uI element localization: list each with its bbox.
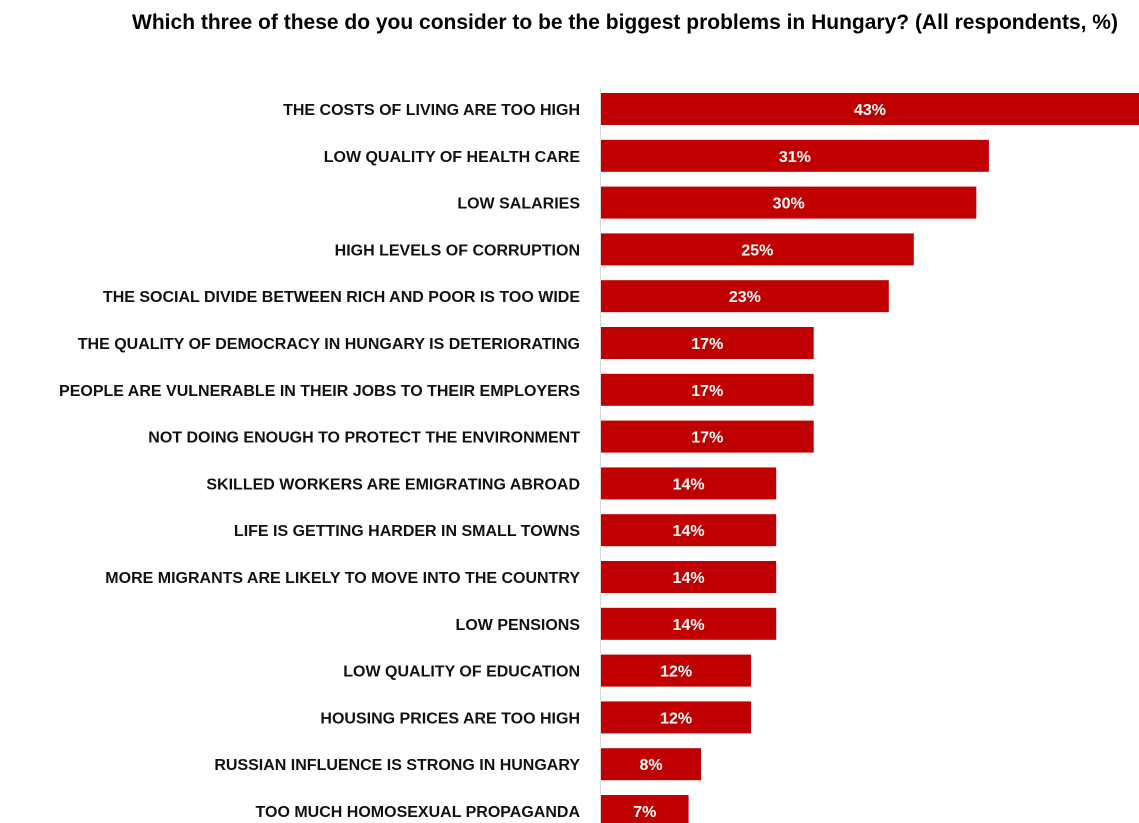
category-label: PEOPLE ARE VULNERABLE IN THEIR JOBS TO T… xyxy=(59,383,580,400)
value-label: 25% xyxy=(741,242,773,259)
category-label: MORE MIGRANTS ARE LIKELY TO MOVE INTO TH… xyxy=(105,570,580,587)
bar xyxy=(601,748,702,781)
value-label: 23% xyxy=(729,289,761,306)
value-label: 14% xyxy=(673,476,705,493)
bar-row: TOO MUCH HOMOSEXUAL PROPAGANDA 7% xyxy=(256,795,689,823)
category-label: LOW SALARIES xyxy=(457,196,580,213)
bar-row: HOUSING PRICES ARE TOO HIGH 12% xyxy=(320,701,752,734)
category-label: LOW PENSIONS xyxy=(456,617,581,634)
category-label: HIGH LEVELS OF CORRUPTION xyxy=(335,242,580,259)
value-label: 17% xyxy=(691,430,723,447)
bar xyxy=(601,561,777,593)
value-label: 12% xyxy=(660,710,692,727)
value-label: 17% xyxy=(691,383,723,400)
category-label: THE QUALITY OF DEMOCRACY IN HUNGARY IS D… xyxy=(78,336,580,353)
bar-row: NOT DOING ENOUGH TO PROTECT THE ENVIRONM… xyxy=(148,420,814,453)
value-label: 14% xyxy=(673,570,705,587)
bar-row: LIFE IS GETTING HARDER IN SMALL TOWNS 14% xyxy=(234,514,777,547)
category-label: RUSSIAN INFLUENCE IS STRONG IN HUNGARY xyxy=(214,757,580,774)
bar xyxy=(601,795,689,823)
bar xyxy=(601,607,777,640)
bar xyxy=(601,233,914,266)
bar-row: LOW QUALITY OF EDUCATION 12% xyxy=(343,654,752,687)
bar xyxy=(601,654,752,687)
value-label: 14% xyxy=(673,617,705,634)
bar-row: THE COSTS OF LIVING ARE TOO HIGH 43% xyxy=(283,93,1139,125)
bar xyxy=(601,373,814,406)
bar xyxy=(601,701,752,734)
chart-title: Which three of these do you consider to … xyxy=(132,11,1118,34)
bar-row: THE SOCIAL DIVIDE BETWEEN RICH AND POOR … xyxy=(103,280,889,313)
bar xyxy=(601,327,814,359)
bar xyxy=(601,467,777,500)
category-label: LIFE IS GETTING HARDER IN SMALL TOWNS xyxy=(234,523,580,540)
bar xyxy=(601,420,814,453)
bar-row: SKILLED WORKERS ARE EMIGRATING ABROAD 14% xyxy=(206,467,777,500)
bar-row: MORE MIGRANTS ARE LIKELY TO MOVE INTO TH… xyxy=(105,561,777,593)
value-label: 12% xyxy=(660,664,692,681)
value-label: 43% xyxy=(854,102,886,119)
category-label: SKILLED WORKERS ARE EMIGRATING ABROAD xyxy=(206,476,580,493)
category-label: THE SOCIAL DIVIDE BETWEEN RICH AND POOR … xyxy=(103,289,580,306)
bars-layer: THE COSTS OF LIVING ARE TOO HIGH 43% LOW Q… xyxy=(59,93,1139,823)
category-label: HOUSING PRICES ARE TOO HIGH xyxy=(320,710,580,727)
bar-row: PEOPLE ARE VULNERABLE IN THEIR JOBS TO T… xyxy=(59,373,814,406)
bar xyxy=(601,93,1139,125)
value-label: 14% xyxy=(673,523,705,540)
category-label: TOO MUCH HOMOSEXUAL PROPAGANDA xyxy=(256,804,581,821)
value-label: 30% xyxy=(773,196,805,213)
category-label: LOW QUALITY OF EDUCATION xyxy=(343,664,580,681)
bar-row: HIGH LEVELS OF CORRUPTION 25% xyxy=(335,233,914,266)
bar-row: LOW QUALITY OF HEALTH CARE 31% xyxy=(324,139,989,172)
bar-row: THE QUALITY OF DEMOCRACY IN HUNGARY IS D… xyxy=(78,327,814,359)
value-label: 31% xyxy=(779,149,811,166)
value-label: 7% xyxy=(633,804,656,821)
category-label: NOT DOING ENOUGH TO PROTECT THE ENVIRONM… xyxy=(148,430,580,447)
bar xyxy=(601,280,889,313)
category-label: THE COSTS OF LIVING ARE TOO HIGH xyxy=(283,102,580,119)
bar xyxy=(601,186,977,219)
bar xyxy=(601,139,989,172)
category-label: LOW QUALITY OF HEALTH CARE xyxy=(324,149,581,166)
bar xyxy=(601,514,777,547)
value-label: 17% xyxy=(691,336,723,353)
value-label: 8% xyxy=(639,757,662,774)
bar-row: LOW PENSIONS 14% xyxy=(456,607,777,640)
bar-row: LOW SALARIES 30% xyxy=(457,186,977,219)
bar-row: RUSSIAN INFLUENCE IS STRONG IN HUNGARY 8% xyxy=(214,748,702,781)
